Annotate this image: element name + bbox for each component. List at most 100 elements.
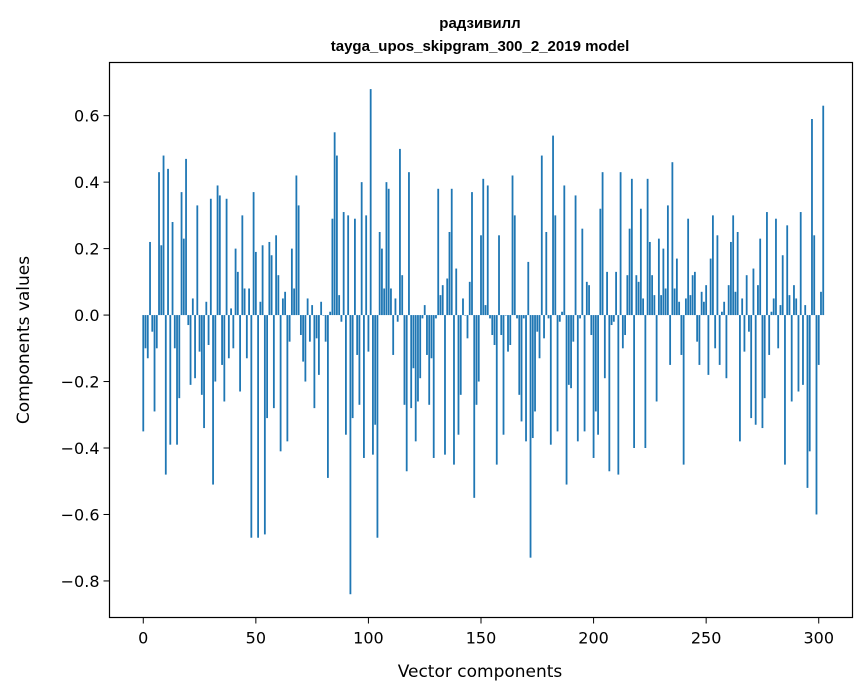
bar-252 (709, 258, 712, 316)
y-axis-ticks: 0.6 0.4 0.2 0.0 −0.2 −0.4 −0.6 −0.8 (61, 107, 110, 591)
bar-103 (374, 315, 377, 425)
bar-119 (410, 315, 413, 409)
bar-188 (565, 315, 568, 485)
bar-157 (495, 315, 498, 465)
bar-65 (288, 315, 291, 342)
bar-199 (590, 315, 593, 336)
bar-26 (200, 315, 203, 395)
bar-192 (574, 195, 577, 316)
bar-246 (696, 315, 699, 342)
bar-178 (543, 315, 545, 339)
bar-298 (813, 235, 816, 316)
bar-288 (790, 315, 793, 402)
bar-125 (423, 305, 426, 316)
bar-230 (660, 295, 663, 316)
bar-215 (626, 275, 629, 316)
bar-234 (669, 315, 672, 365)
bar-200 (592, 315, 595, 458)
bar-59 (275, 235, 278, 316)
bar-207 (608, 315, 611, 472)
bar-117 (405, 315, 408, 472)
bar-131 (437, 188, 440, 316)
bar-114 (399, 148, 401, 316)
bar-91 (347, 215, 350, 316)
bar-83 (329, 311, 332, 316)
bar-72 (304, 315, 307, 382)
bar-271 (752, 268, 755, 316)
bar-130 (435, 315, 437, 319)
bar-241 (684, 298, 687, 316)
bar-107 (383, 288, 386, 316)
bar-100 (367, 315, 370, 352)
bar-113 (396, 315, 399, 322)
bar-55 (266, 315, 269, 419)
bar-45 (243, 288, 246, 316)
bar-35 (221, 315, 223, 365)
bar-121 (414, 315, 417, 442)
bar-111 (392, 315, 395, 355)
bar-145 (468, 281, 471, 316)
bar-94 (354, 218, 356, 316)
bar-84 (331, 218, 334, 316)
bar-166 (516, 315, 518, 319)
bar-216 (628, 228, 631, 316)
bar-237 (675, 258, 678, 316)
bar-77 (315, 315, 318, 339)
bar-296 (808, 315, 811, 452)
x-tick-label: 200 (578, 629, 609, 648)
bar-22 (191, 298, 194, 316)
bar-253 (712, 215, 714, 316)
bar-46 (245, 315, 248, 359)
bar-297 (811, 119, 813, 316)
bar-24 (196, 205, 199, 316)
bar-235 (671, 162, 674, 316)
bar-282 (777, 315, 780, 349)
bar-183 (554, 215, 557, 316)
bar-15 (176, 315, 178, 445)
bar-49 (252, 192, 255, 316)
bar-227 (653, 295, 656, 316)
bar-27 (203, 315, 205, 429)
bar-76 (313, 315, 316, 409)
bar-90 (345, 315, 347, 435)
bar-7 (158, 172, 160, 316)
bar-277 (766, 212, 768, 316)
bar-98 (363, 315, 365, 458)
bar-243 (689, 295, 692, 316)
bar-64 (286, 315, 289, 442)
bar-263 (734, 291, 737, 316)
bar-181 (549, 315, 552, 445)
bar-290 (795, 298, 798, 316)
bar-286 (786, 225, 789, 316)
bar-25 (198, 315, 201, 352)
bar-270 (750, 315, 753, 419)
bar-250 (705, 285, 708, 316)
bar-287 (788, 295, 791, 316)
bar-202 (597, 315, 599, 435)
bar-254 (714, 315, 717, 349)
bar-267 (743, 315, 746, 352)
bar-184 (556, 315, 559, 432)
bar-20 (187, 315, 190, 326)
bar-251 (707, 315, 710, 375)
bar-283 (779, 305, 782, 316)
bar-93 (351, 315, 354, 419)
bar-5 (153, 315, 156, 412)
bar-48 (250, 315, 253, 538)
bar-205 (603, 315, 606, 379)
bar-92 (349, 315, 352, 595)
bar-86 (336, 155, 338, 316)
bar-136 (448, 231, 451, 316)
bar-272 (754, 315, 757, 425)
bar-60 (277, 275, 280, 316)
bar-122 (417, 315, 419, 402)
bar-61 (279, 315, 282, 452)
bar-53 (261, 245, 264, 316)
bar-147 (473, 315, 476, 498)
bar-2 (146, 315, 149, 359)
bar-260 (727, 285, 730, 316)
bar-204 (601, 172, 604, 316)
bar-9 (162, 155, 165, 316)
bar-203 (599, 208, 602, 316)
bar-4 (151, 315, 154, 332)
